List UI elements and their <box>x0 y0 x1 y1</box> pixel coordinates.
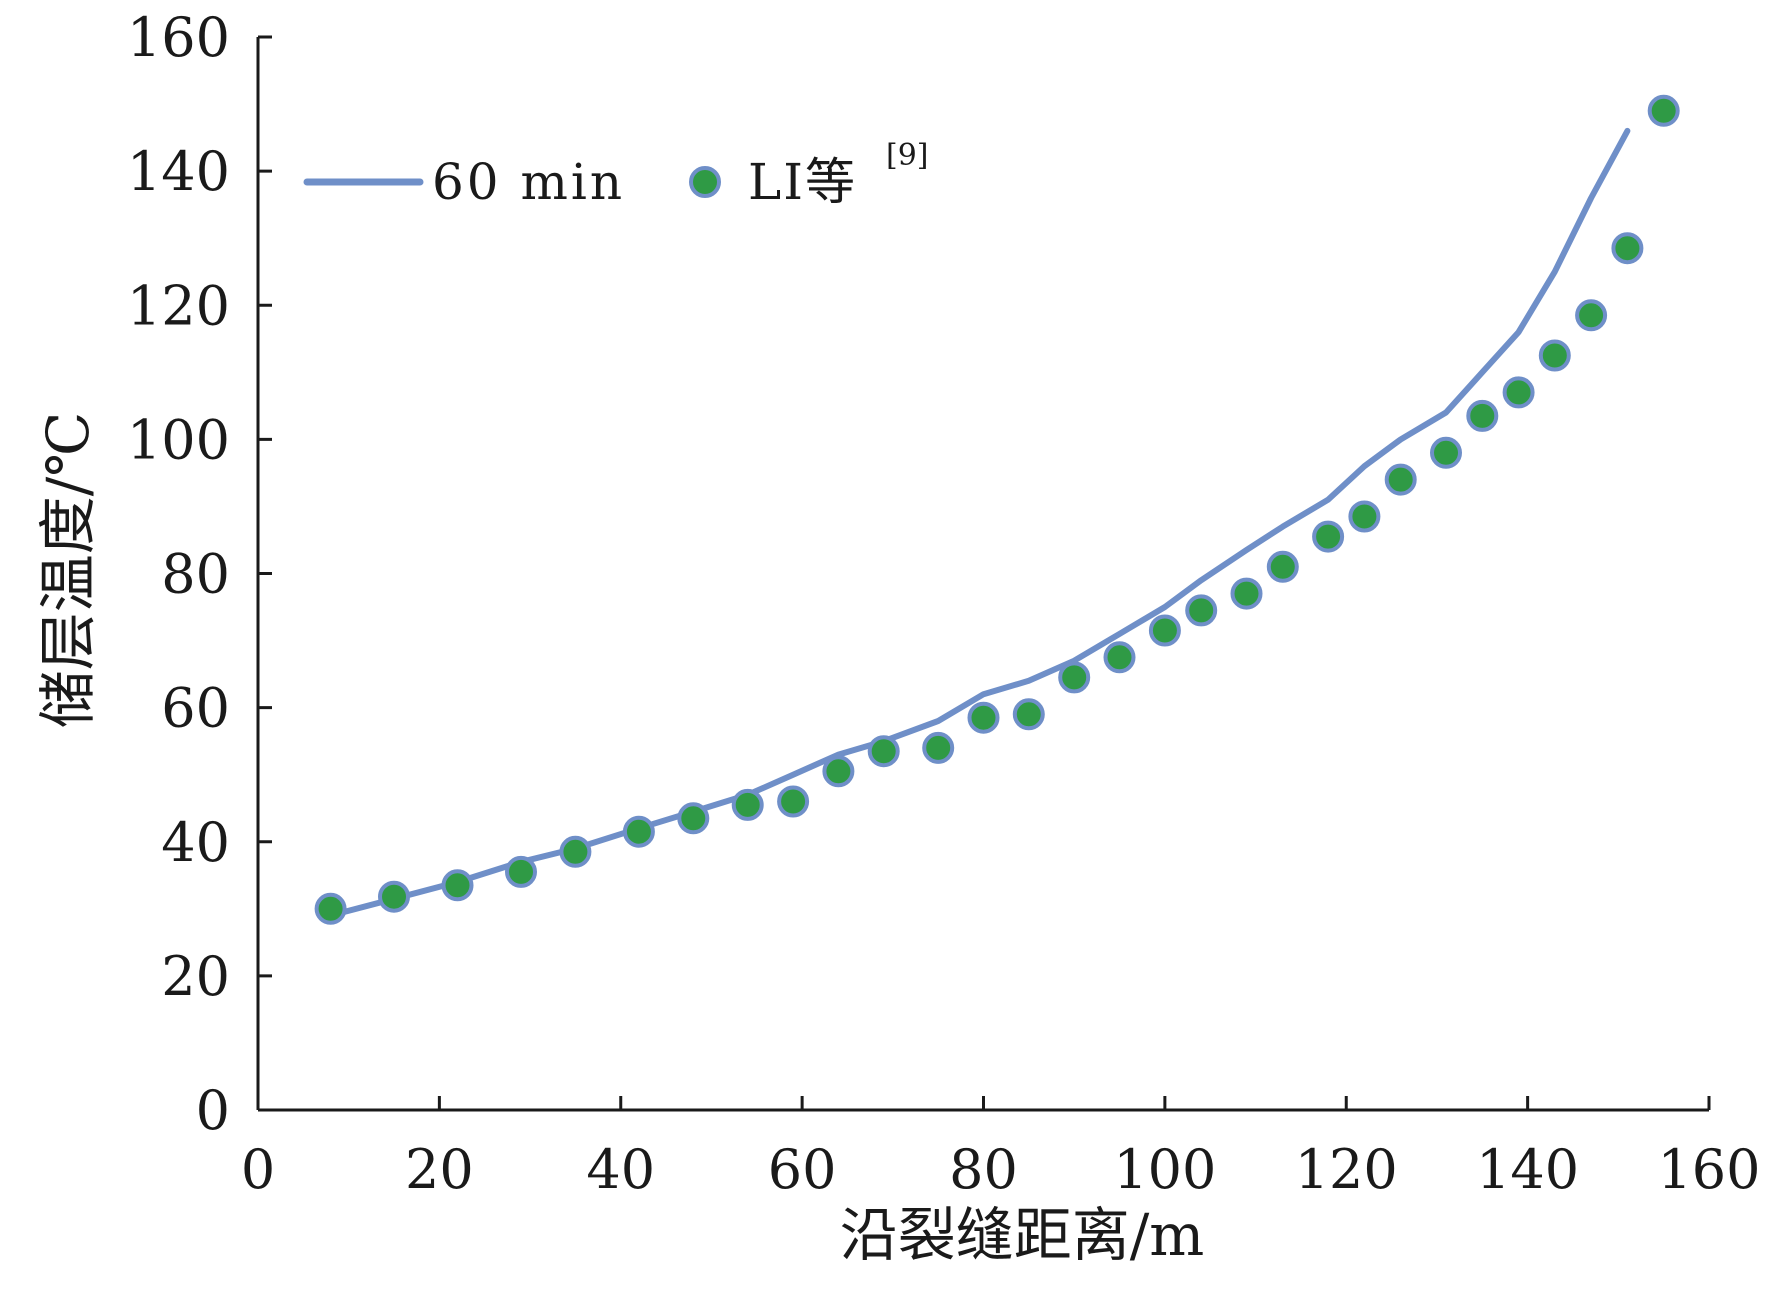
data-point <box>314 892 347 925</box>
data-point <box>1575 299 1608 332</box>
data-point <box>1502 376 1535 409</box>
series-points <box>314 94 1680 925</box>
legend-label-line: 60 min <box>432 153 625 211</box>
data-point <box>1148 614 1181 647</box>
y-axis-title: 储层温度/℃ <box>34 412 102 728</box>
data-point <box>622 815 655 848</box>
y-tick-label: 20 <box>161 945 230 1008</box>
x-tick-label: 20 <box>405 1138 474 1201</box>
data-point <box>677 802 710 835</box>
data-point <box>1466 399 1499 432</box>
x-tick-label: 40 <box>586 1138 655 1201</box>
data-point <box>867 735 900 768</box>
data-point <box>1647 94 1680 127</box>
x-axis-title: 沿裂缝距离/m <box>840 1201 1205 1269</box>
y-tick-label: 100 <box>127 408 230 471</box>
legend-point-swatch <box>689 166 721 198</box>
data-point <box>1430 436 1462 469</box>
data-point <box>731 788 764 821</box>
data-point <box>1611 232 1644 265</box>
data-point <box>1103 641 1136 674</box>
data-point <box>1348 500 1381 533</box>
y-tick-label: 140 <box>127 140 230 203</box>
y-tick-label: 40 <box>161 811 230 874</box>
series <box>314 94 1680 925</box>
data-point <box>1312 520 1345 553</box>
data-point <box>1012 698 1045 731</box>
data-point <box>1185 594 1218 627</box>
data-point <box>505 855 537 888</box>
y-tick-label: 160 <box>127 6 230 69</box>
x-tick-label: 160 <box>1657 1138 1760 1201</box>
x-tick-label: 0 <box>241 1138 275 1201</box>
y-tick-label: 0 <box>196 1079 230 1142</box>
y-tick-label: 60 <box>161 677 230 740</box>
data-point <box>1266 550 1299 583</box>
data-point <box>922 731 955 764</box>
ticks: 0 20 40 60 80 100 120 140 160 0 20 40 60 80 100 120 140 1… <box>127 6 1761 1201</box>
x-tick-label: 80 <box>949 1138 1018 1201</box>
data-point <box>777 785 810 818</box>
data-point <box>822 755 855 788</box>
series-line <box>327 127 1631 919</box>
data-point <box>1230 577 1263 610</box>
data-point <box>1058 661 1091 694</box>
legend: 60 min LI等 [9] <box>303 138 929 211</box>
data-point <box>441 869 474 902</box>
y-tick-label: 120 <box>127 274 230 337</box>
data-point <box>967 701 1000 734</box>
legend-label-points: LI等 <box>748 153 857 211</box>
y-tick-label: 80 <box>161 543 230 606</box>
x-tick-label: 120 <box>1295 1138 1398 1201</box>
data-point <box>1538 339 1571 372</box>
x-tick-label: 100 <box>1113 1138 1216 1201</box>
data-point <box>1384 463 1417 496</box>
legend-label-points-ref: [9] <box>886 138 929 173</box>
x-tick-label: 60 <box>768 1138 837 1201</box>
data-point <box>559 835 592 868</box>
data-point <box>378 880 410 913</box>
x-tick-label: 140 <box>1476 1138 1579 1201</box>
